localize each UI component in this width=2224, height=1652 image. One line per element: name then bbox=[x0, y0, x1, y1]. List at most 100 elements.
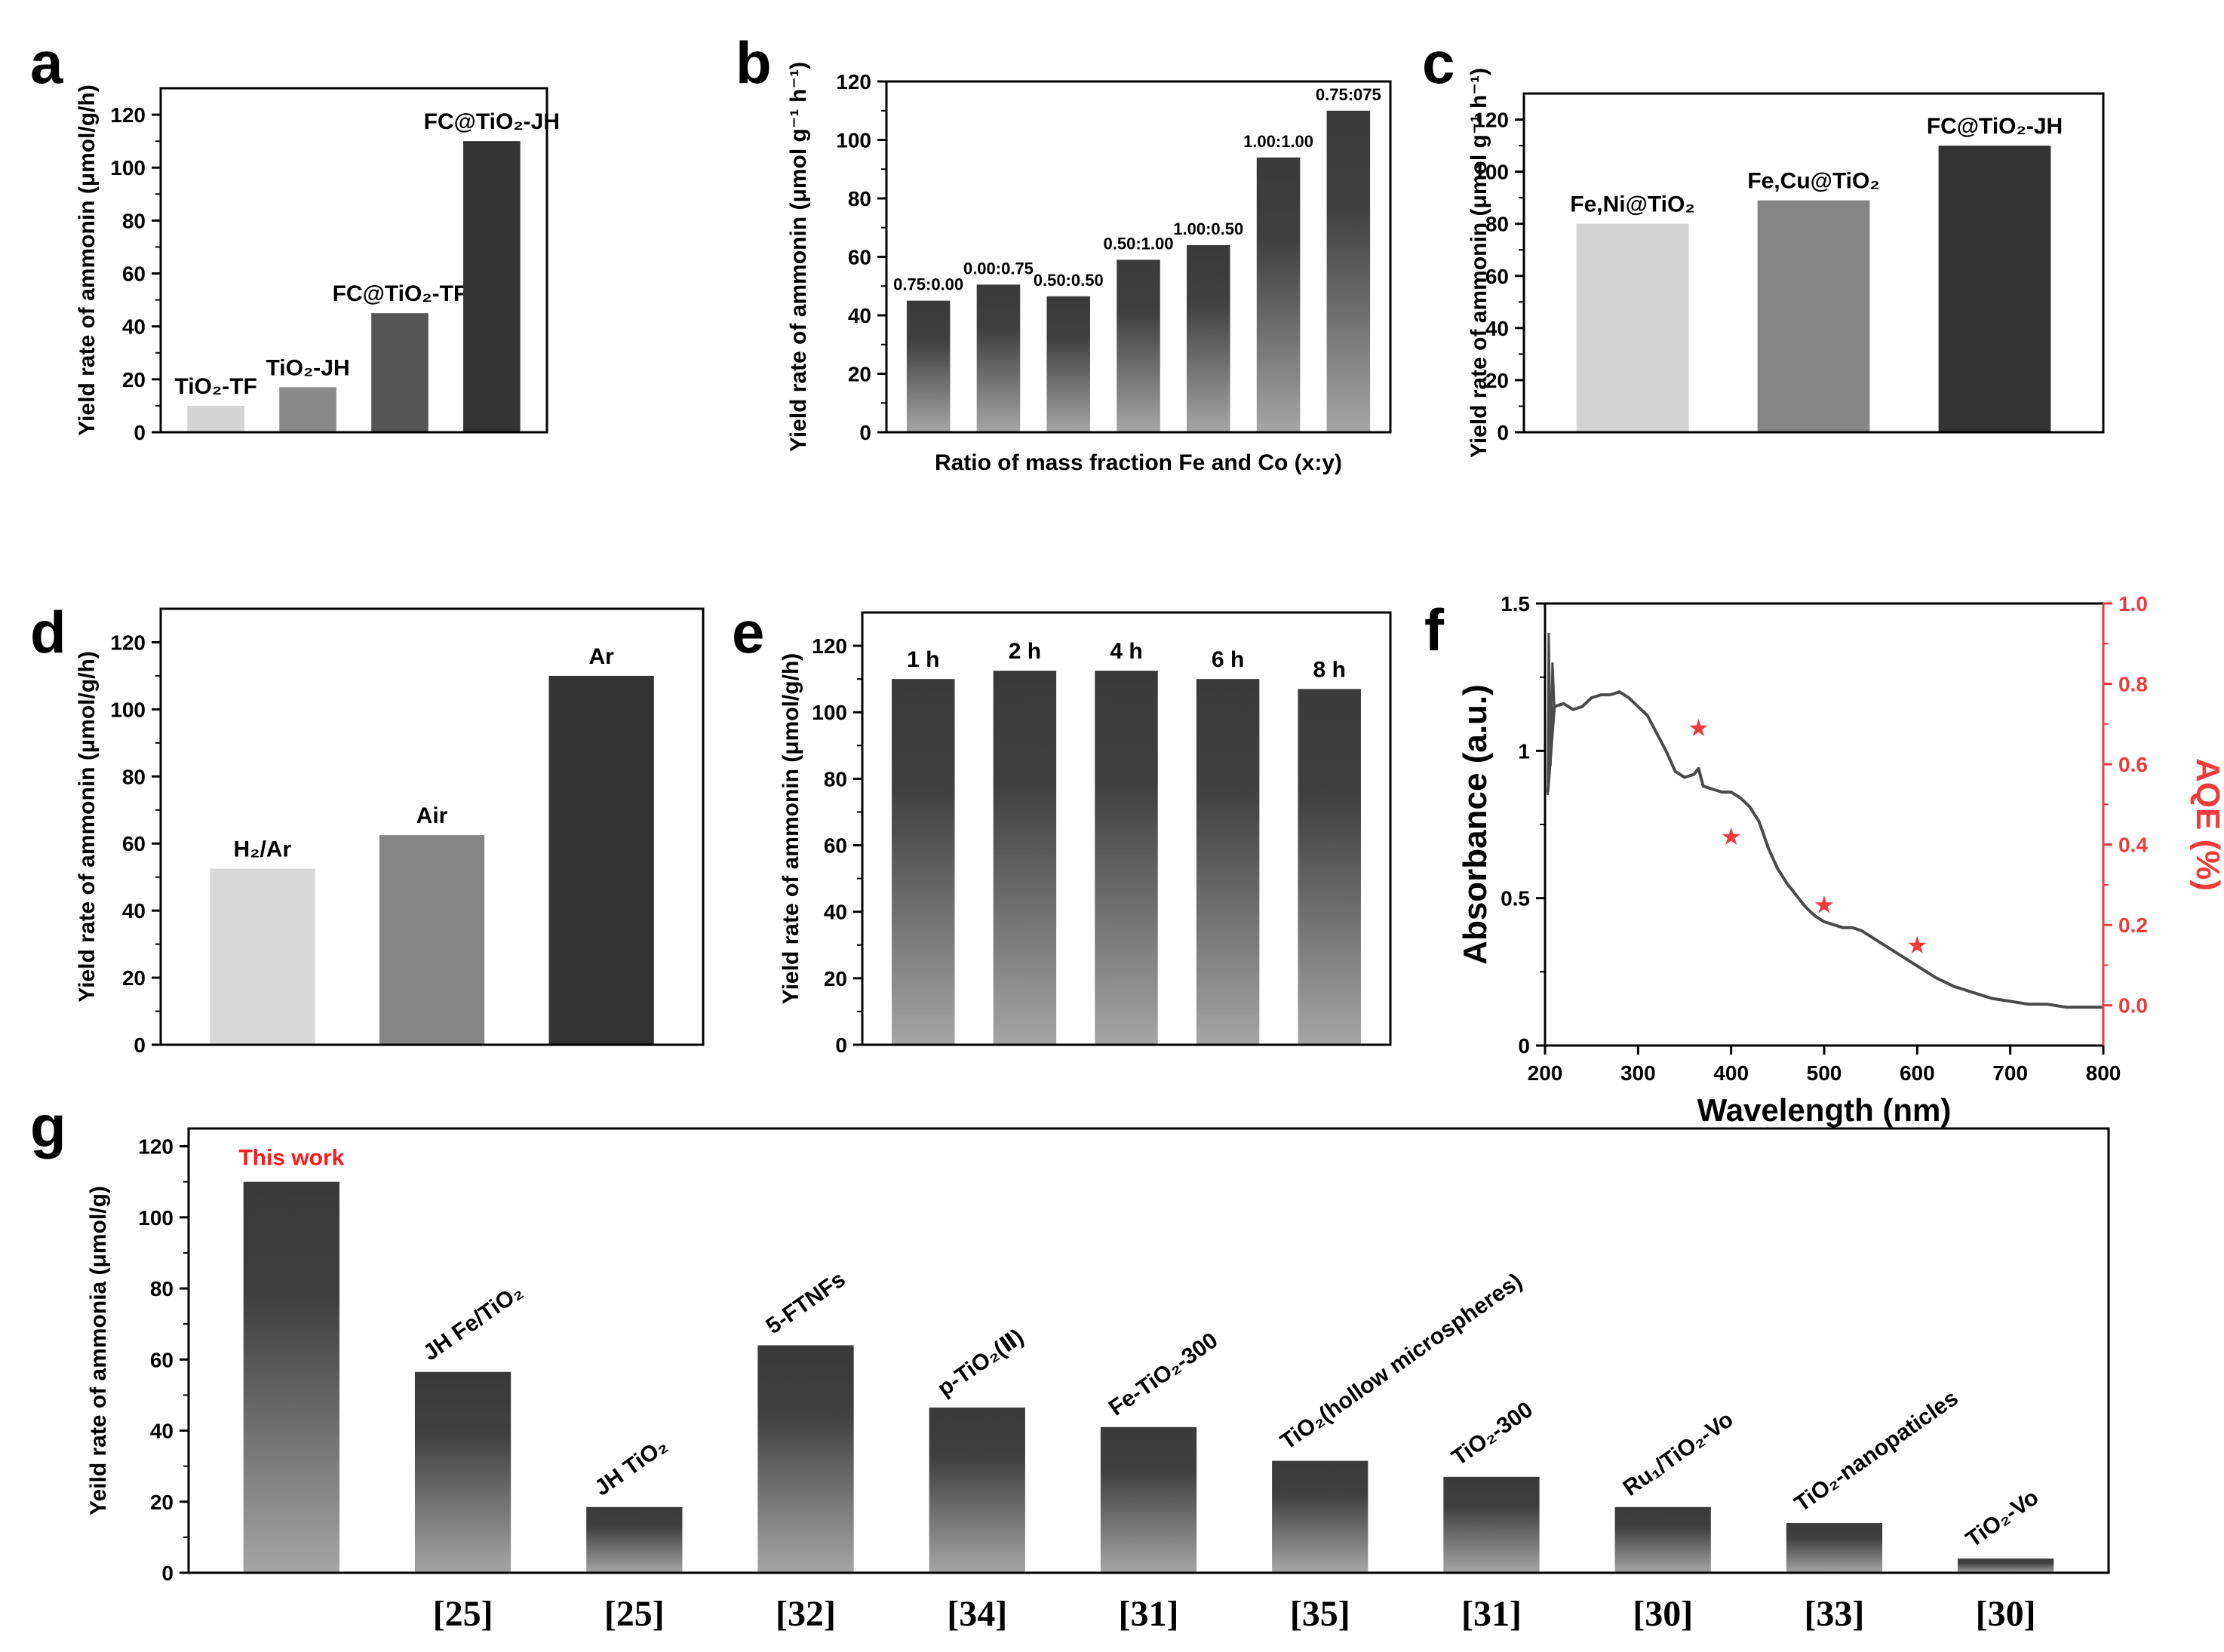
bar-b-0 bbox=[906, 300, 951, 432]
bar-g-0 bbox=[243, 1181, 339, 1573]
absorbance-line bbox=[1546, 690, 2103, 1009]
bar-label-a-0: TiO₂-TF bbox=[174, 374, 256, 399]
ref-label-5: [31] bbox=[1119, 1594, 1179, 1634]
y-tick-label-d: 100 bbox=[110, 698, 146, 721]
bar-g-4 bbox=[929, 1407, 1025, 1573]
panel-g: g 0 20 40 60 80 100 120 Yeild rate of ammonia (μ… bbox=[30, 1093, 2110, 1634]
y-tick-label-e: 100 bbox=[812, 701, 847, 724]
y-tick-label-g: 20 bbox=[150, 1491, 174, 1514]
bar-label-g-5: Fe-TiO₂-300 bbox=[1104, 1328, 1222, 1420]
y2-tick-label-f: 1.0 bbox=[2118, 592, 2148, 616]
y-tick-label-g: 100 bbox=[138, 1206, 174, 1230]
ref-label-8: [30] bbox=[1633, 1594, 1693, 1634]
bar-e-2 bbox=[1095, 671, 1158, 1045]
y-tick-label-d: 20 bbox=[122, 966, 146, 990]
y-axis-label-g: Yeild rate of ammonia (μmol/g) bbox=[86, 1186, 111, 1515]
bar-label-b-3: 0.50:1.00 bbox=[1104, 234, 1174, 253]
bar-g-2 bbox=[586, 1506, 683, 1573]
bar-g-10 bbox=[1958, 1558, 2054, 1573]
bar-b-3 bbox=[1117, 259, 1160, 432]
y-axis-label-c: Yield rate of ammonin (μmol g⁻¹ h⁻¹) bbox=[1467, 68, 1491, 458]
x-axis-label-b: Ratio of mass fraction Fe and Co (x:y) bbox=[935, 450, 1342, 475]
bar-c-1 bbox=[1757, 200, 1870, 432]
y-tick-label-d: 80 bbox=[122, 765, 146, 788]
panel-label-f: f bbox=[1424, 597, 1445, 663]
plot-frame-c bbox=[1522, 92, 2105, 434]
bar-b-5 bbox=[1256, 157, 1301, 432]
panel-label-c: c bbox=[1422, 29, 1455, 96]
y-tick-label-f: 0 bbox=[1518, 1034, 1530, 1058]
plot-frame-a bbox=[159, 87, 548, 434]
y-tick-label-b: 40 bbox=[848, 304, 871, 327]
bar-label-e-4: 8 h bbox=[1313, 657, 1346, 682]
bar-g-3 bbox=[757, 1345, 854, 1573]
bar-label-a-3: FC@TiO₂-JH bbox=[424, 109, 560, 134]
bar-label-b-1: 0.00:0.75 bbox=[963, 259, 1034, 278]
bar-label-g-9: TiO₂-nanopaticles bbox=[1790, 1386, 1963, 1517]
y-tick-label-b: 20 bbox=[848, 363, 871, 386]
bar-c-2 bbox=[1938, 146, 2051, 433]
y-tick-label-a: 120 bbox=[110, 103, 146, 127]
y-tick-label-d: 60 bbox=[122, 832, 146, 855]
y-tick-label-e: 80 bbox=[824, 767, 847, 791]
y-tick-label-g: 40 bbox=[150, 1420, 174, 1443]
panel-label-a: a bbox=[30, 29, 63, 96]
y-axis-label-e: Yield rate of ammonin (μmol/g/h) bbox=[779, 653, 803, 1005]
x-tick-label-f: 700 bbox=[1992, 1061, 2028, 1085]
y-tick-label-e: 0 bbox=[835, 1033, 847, 1057]
y-tick-label-a: 80 bbox=[122, 209, 146, 232]
bar-a-2 bbox=[371, 313, 429, 432]
bar-e-1 bbox=[993, 671, 1057, 1045]
y-tick-label-a: 60 bbox=[122, 263, 146, 286]
bar-label-e-2: 4 h bbox=[1110, 639, 1142, 664]
bar-g-7 bbox=[1443, 1476, 1540, 1573]
y-tick-label-g: 0 bbox=[161, 1561, 174, 1585]
panel-label-g: g bbox=[30, 1093, 66, 1159]
y-tick-label-c: 60 bbox=[1485, 265, 1509, 288]
x-tick-label-f: 500 bbox=[1807, 1061, 1842, 1085]
bar-label-g-8: Ru₁/TiO₂-Vo bbox=[1619, 1407, 1738, 1500]
panel-e: e 0 20 40 60 80 100 120 Yield rate of ammonin (μ… bbox=[732, 599, 1392, 1057]
bar-e-3 bbox=[1196, 679, 1260, 1045]
x-tick-label-f: 600 bbox=[1900, 1061, 1935, 1085]
bar-label-e-1: 2 h bbox=[1009, 639, 1041, 664]
y2-tick-label-f: 0.8 bbox=[2118, 673, 2148, 696]
bar-label-g-7: TiO₂-300 bbox=[1447, 1397, 1537, 1470]
ref-label-3: [32] bbox=[776, 1594, 836, 1634]
panel-d: d 0 20 40 60 80 100 120 Yield rate of ammonin (μ… bbox=[30, 599, 705, 1057]
bar-label-b-2: 0.50:0.50 bbox=[1034, 271, 1104, 290]
plot-frame-g bbox=[187, 1127, 2110, 1574]
y-tick-label-f: 0.5 bbox=[1501, 887, 1530, 910]
ref-label-6: [35] bbox=[1290, 1594, 1350, 1634]
panel-f: f 0 0.5 1 1.5 0.0 0.2 0.4 0.6 0.8 1.0 200 300 400 500 6… bbox=[1424, 592, 2224, 1128]
bar-a-1 bbox=[279, 387, 336, 432]
y-axis-label-a: Yield rate of ammonin (μmol/g/h) bbox=[75, 84, 100, 436]
y-tick-label-b: 100 bbox=[836, 129, 871, 152]
ref-label-2: [25] bbox=[604, 1594, 665, 1634]
bar-label-b-0: 0.75:0.00 bbox=[893, 275, 963, 294]
bar-label-a-1: TiO₂-JH bbox=[266, 355, 349, 380]
panel-b: b 0 20 40 60 80 100 120 Yield rate of ammonin (μ… bbox=[736, 29, 1392, 475]
x-tick-label-f: 400 bbox=[1713, 1061, 1749, 1085]
bar-label-c-2: FC@TiO₂-JH bbox=[1927, 114, 2063, 139]
y-tick-label-a: 100 bbox=[110, 156, 146, 180]
bar-label-g-2: JH TiO₂ bbox=[590, 1433, 672, 1501]
y-tick-label-c: 40 bbox=[1485, 317, 1509, 340]
bar-a-3 bbox=[463, 141, 521, 432]
y-tick-label-f: 1 bbox=[1518, 739, 1530, 763]
y-tick-label-a: 20 bbox=[122, 368, 146, 392]
bar-c-0 bbox=[1576, 223, 1689, 432]
y-tick-label-b: 0 bbox=[859, 421, 871, 444]
absorbance-noise bbox=[1547, 633, 1556, 795]
bar-label-g-4: p-TiO₂(Ⅱ) bbox=[933, 1325, 1028, 1402]
y-tick-label-e: 40 bbox=[824, 901, 847, 924]
ref-label-4: [34] bbox=[947, 1594, 1007, 1634]
y-tick-label-d: 40 bbox=[122, 899, 146, 923]
y-tick-label-b: 60 bbox=[848, 246, 871, 269]
plot-frame-e bbox=[861, 611, 1392, 1046]
panel-label-e: e bbox=[732, 599, 764, 665]
bar-label-b-5: 1.00:1.00 bbox=[1243, 132, 1313, 151]
y-tick-label-b: 80 bbox=[848, 187, 871, 210]
